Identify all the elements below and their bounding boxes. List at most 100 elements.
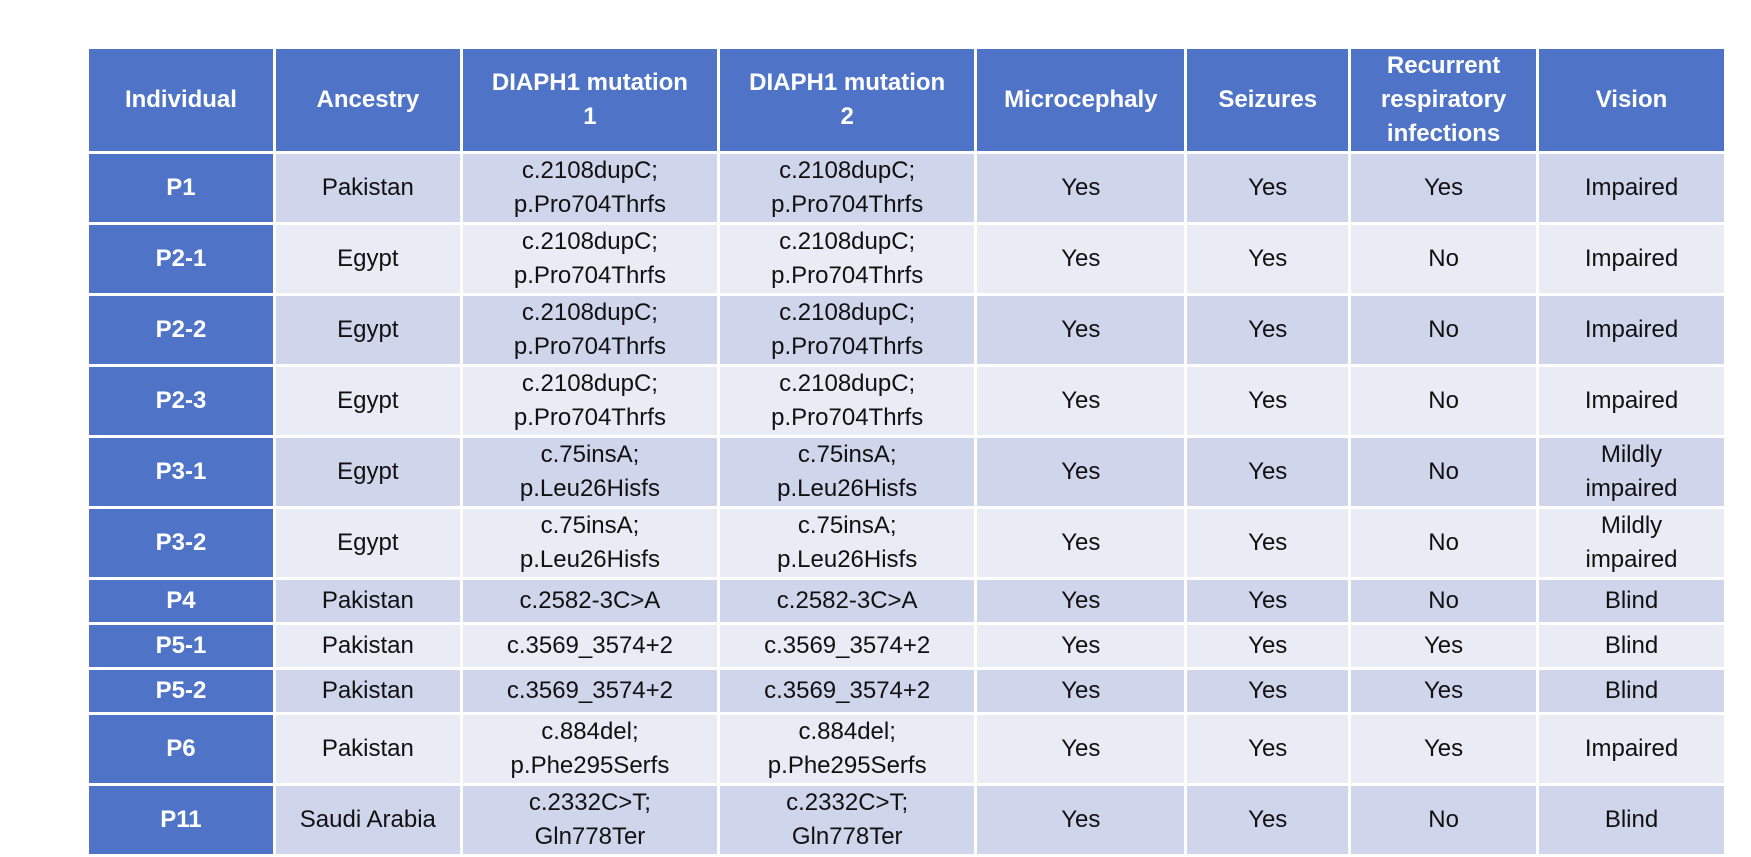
table-row: P5-1 Pakistan c.3569_3574+2 c.3569_3574+2 Ye… (89, 625, 1724, 667)
cell-ancestry: Saudi Arabia (275, 786, 460, 854)
cell-seizures: Yes (1187, 438, 1349, 506)
cell-ancestry: Egypt (275, 438, 460, 506)
cell-mutation-2: c.2108dupC; p.Pro704Thrfs (720, 296, 975, 364)
cell-individual: P5-1 (89, 625, 273, 667)
cell-mutation-2: c.2108dupC; p.Pro704Thrfs (720, 367, 975, 435)
cell-respiratory-infections: No (1351, 509, 1537, 577)
cell-mutation-1: c.2108dupC; p.Pro704Thrfs (462, 367, 718, 435)
cell-mutation-1: c.75insA; p.Leu26Hisfs (462, 438, 718, 506)
cell-seizures: Yes (1187, 580, 1349, 622)
header-respiratory-infections: Recurrent respiratory infections (1351, 49, 1537, 151)
cell-microcephaly: Yes (977, 670, 1185, 712)
table-row: P2-2 Egypt c.2108dupC; p.Pro704Thrfs c.2108… (89, 296, 1724, 364)
cell-vision: Impaired (1539, 367, 1724, 435)
cell-microcephaly: Yes (977, 715, 1185, 783)
cell-mutation-2: c.2582-3C>A (720, 580, 975, 622)
cell-mutation-1: c.3569_3574+2 (462, 670, 718, 712)
cell-seizures: Yes (1187, 225, 1349, 293)
cell-respiratory-infections: No (1351, 296, 1537, 364)
header-mutation-2: DIAPH1 mutation 2 (720, 49, 975, 151)
cell-microcephaly: Yes (977, 367, 1185, 435)
cell-individual: P2-2 (89, 296, 273, 364)
cell-microcephaly: Yes (977, 154, 1185, 222)
cell-respiratory-infections: Yes (1351, 154, 1537, 222)
cell-seizures: Yes (1187, 296, 1349, 364)
cell-ancestry: Egypt (275, 296, 460, 364)
cell-seizures: Yes (1187, 715, 1349, 783)
cell-seizures: Yes (1187, 786, 1349, 854)
cell-vision: Blind (1539, 625, 1724, 667)
cell-individual: P1 (89, 154, 273, 222)
cell-individual: P2-1 (89, 225, 273, 293)
cell-microcephaly: Yes (977, 296, 1185, 364)
cell-mutation-2: c.3569_3574+2 (720, 670, 975, 712)
patient-table: Individual Ancestry DIAPH1 mutation 1 DI… (86, 46, 1727, 857)
table-row: P1 Pakistan c.2108dupC; p.Pro704Thrfs c.210… (89, 154, 1724, 222)
header-microcephaly: Microcephaly (977, 49, 1185, 151)
cell-ancestry: Egypt (275, 367, 460, 435)
cell-vision: Impaired (1539, 225, 1724, 293)
table-row: P11 Saudi Arabia c.2332C>T; Gln778Ter c.233… (89, 786, 1724, 854)
cell-ancestry: Pakistan (275, 715, 460, 783)
cell-mutation-2: c.3569_3574+2 (720, 625, 975, 667)
cell-mutation-1: c.884del; p.Phe295Serfs (462, 715, 718, 783)
cell-individual: P3-1 (89, 438, 273, 506)
cell-respiratory-infections: Yes (1351, 715, 1537, 783)
header-mutation-1: DIAPH1 mutation 1 (462, 49, 718, 151)
cell-mutation-1: c.75insA; p.Leu26Hisfs (462, 509, 718, 577)
cell-mutation-1: c.2582-3C>A (462, 580, 718, 622)
cell-respiratory-infections: No (1351, 786, 1537, 854)
cell-microcephaly: Yes (977, 438, 1185, 506)
cell-mutation-1: c.2332C>T; Gln778Ter (462, 786, 718, 854)
cell-microcephaly: Yes (977, 580, 1185, 622)
cell-vision: Blind (1539, 670, 1724, 712)
cell-vision: Mildly impaired (1539, 438, 1724, 506)
cell-mutation-1: c.2108dupC; p.Pro704Thrfs (462, 154, 718, 222)
cell-individual: P11 (89, 786, 273, 854)
cell-mutation-2: c.2108dupC; p.Pro704Thrfs (720, 154, 975, 222)
cell-respiratory-infections: Yes (1351, 625, 1537, 667)
cell-vision: Mildly impaired (1539, 509, 1724, 577)
cell-ancestry: Pakistan (275, 154, 460, 222)
cell-individual: P5-2 (89, 670, 273, 712)
cell-individual: P6 (89, 715, 273, 783)
cell-microcephaly: Yes (977, 225, 1185, 293)
cell-respiratory-infections: Yes (1351, 670, 1537, 712)
cell-individual: P4 (89, 580, 273, 622)
cell-respiratory-infections: No (1351, 580, 1537, 622)
cell-vision: Impaired (1539, 296, 1724, 364)
cell-ancestry: Pakistan (275, 580, 460, 622)
cell-seizures: Yes (1187, 154, 1349, 222)
table-row: P3-2 Egypt c.75insA; p.Leu26Hisfs c.75insA;… (89, 509, 1724, 577)
cell-vision: Blind (1539, 786, 1724, 854)
cell-vision: Impaired (1539, 154, 1724, 222)
header-individual: Individual (89, 49, 273, 151)
header-seizures: Seizures (1187, 49, 1349, 151)
table-container: Individual Ancestry DIAPH1 mutation 1 DI… (86, 46, 1727, 857)
cell-mutation-2: c.884del; p.Phe295Serfs (720, 715, 975, 783)
cell-mutation-1: c.2108dupC; p.Pro704Thrfs (462, 296, 718, 364)
cell-ancestry: Egypt (275, 225, 460, 293)
table-row: P3-1 Egypt c.75insA; p.Leu26Hisfs c.75insA;… (89, 438, 1724, 506)
cell-mutation-2: c.75insA; p.Leu26Hisfs (720, 509, 975, 577)
cell-microcephaly: Yes (977, 509, 1185, 577)
cell-seizures: Yes (1187, 625, 1349, 667)
table-row: P4 Pakistan c.2582-3C>A c.2582-3C>A Yes Yes No… (89, 580, 1724, 622)
cell-vision: Impaired (1539, 715, 1724, 783)
cell-respiratory-infections: No (1351, 225, 1537, 293)
cell-seizures: Yes (1187, 509, 1349, 577)
header-row: Individual Ancestry DIAPH1 mutation 1 DI… (89, 49, 1724, 151)
cell-ancestry: Pakistan (275, 625, 460, 667)
cell-microcephaly: Yes (977, 625, 1185, 667)
cell-individual: P3-2 (89, 509, 273, 577)
header-ancestry: Ancestry (275, 49, 460, 151)
cell-mutation-1: c.2108dupC; p.Pro704Thrfs (462, 225, 718, 293)
cell-respiratory-infections: No (1351, 438, 1537, 506)
table-row: P6 Pakistan c.884del; p.Phe295Serfs c.884de… (89, 715, 1724, 783)
cell-seizures: Yes (1187, 367, 1349, 435)
table-row: P2-3 Egypt c.2108dupC; p.Pro704Thrfs c.2108… (89, 367, 1724, 435)
cell-mutation-2: c.75insA; p.Leu26Hisfs (720, 438, 975, 506)
table-body: P1 Pakistan c.2108dupC; p.Pro704Thrfs c.210… (89, 154, 1724, 854)
table-row: P2-1 Egypt c.2108dupC; p.Pro704Thrfs c.2108… (89, 225, 1724, 293)
table-row: P5-2 Pakistan c.3569_3574+2 c.3569_3574+2 Ye… (89, 670, 1724, 712)
